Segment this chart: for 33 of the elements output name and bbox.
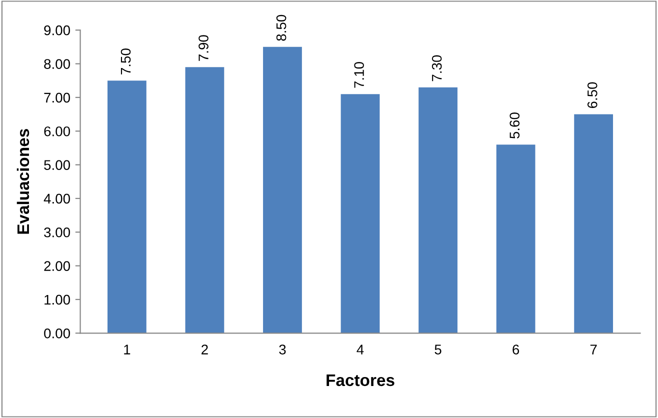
y-tick-label: 1.00: [44, 294, 70, 305]
bar: [185, 67, 224, 334]
data-label: 7.90: [198, 35, 208, 61]
y-tick-label: 3.00: [44, 227, 70, 238]
bar: [496, 144, 536, 334]
y-tick-label: 5.00: [44, 160, 70, 170]
bar: [263, 46, 302, 334]
x-tick-label: 3: [279, 344, 286, 354]
y-tick-label: 0.00: [44, 328, 70, 338]
data-label: 7.10: [354, 62, 364, 88]
y-tick-label: 9.00: [44, 25, 70, 36]
data-label: 6.50: [587, 82, 598, 108]
y-tick-label: 2.00: [44, 261, 70, 271]
y-tick-label: 7.00: [44, 92, 70, 103]
data-label: 5.60: [510, 112, 520, 138]
x-tick-label: 5: [434, 344, 442, 354]
data-label: 7.50: [120, 48, 131, 74]
y-tick-label: 6.00: [44, 126, 70, 136]
bar: [340, 94, 380, 334]
x-tick-label: 4: [356, 344, 364, 354]
data-label: 8.50: [276, 14, 286, 41]
x-tick-label: 6: [512, 344, 520, 354]
bar: [418, 87, 458, 334]
bar: [107, 80, 146, 334]
x-tick-label: 7: [590, 344, 597, 354]
x-tick-label: 2: [202, 344, 208, 354]
y-axis-title: Evaluaciones: [16, 129, 30, 234]
x-axis-title: Factores: [326, 374, 394, 386]
bar: [574, 114, 614, 334]
data-label: 7.30: [432, 55, 442, 82]
y-tick-label: 8.00: [44, 59, 70, 69]
y-tick-label: 4.00: [44, 194, 70, 204]
x-tick-label: 1: [124, 344, 130, 354]
